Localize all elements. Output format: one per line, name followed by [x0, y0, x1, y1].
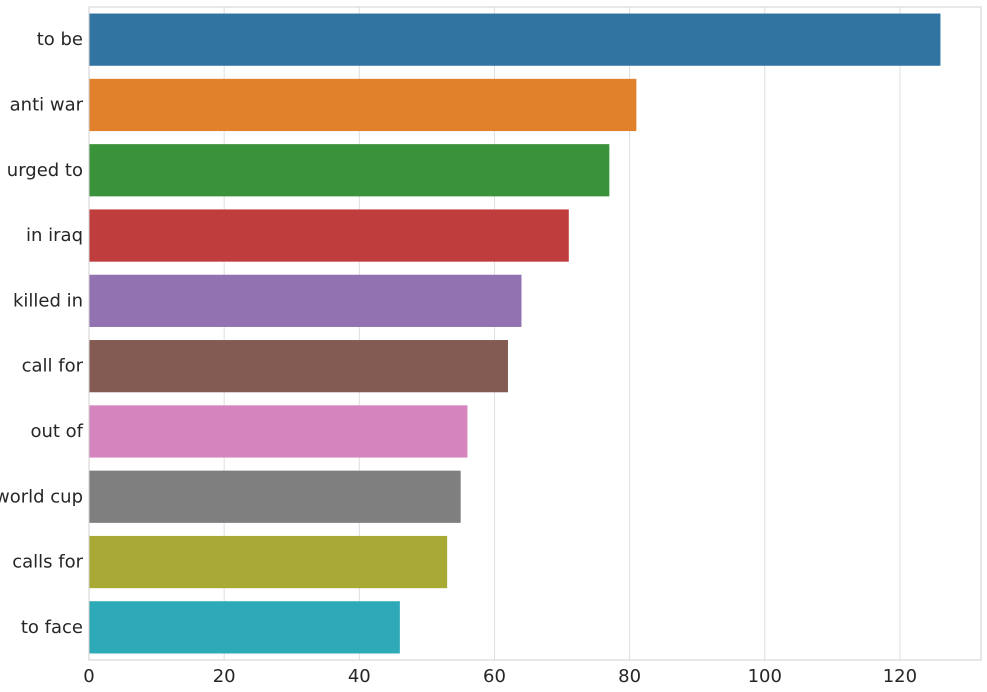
y-tick-label-anti-war: anti war: [10, 94, 84, 115]
x-tick-labels: 0 20 40 60 80 100 120: [83, 666, 917, 687]
x-tick-label-0: 0: [83, 666, 94, 687]
plot-frame: [88, 6, 982, 661]
y-tick-label-out-of: out of: [30, 421, 83, 442]
bar-urged-to: [89, 144, 610, 197]
bar-out-of: [89, 405, 468, 458]
x-tick-label-20: 20: [213, 666, 236, 687]
x-tick-label-60: 60: [483, 666, 506, 687]
y-tick-label-calls-for: calls for: [12, 552, 83, 573]
bar-to-face: [89, 601, 400, 654]
bar-call-for: [89, 340, 508, 393]
bar-killed-in: [89, 274, 522, 327]
x-tick-label-120: 120: [883, 666, 917, 687]
x-tick-label-80: 80: [618, 666, 641, 687]
bar-world-cup: [89, 470, 461, 523]
y-tick-label-to-face: to face: [21, 617, 83, 638]
x-tick-label-100: 100: [748, 666, 782, 687]
y-tick-label-killed-in: killed in: [13, 290, 83, 311]
y-tick-label-world-cup: world cup: [0, 486, 83, 507]
bar-in-iraq: [89, 209, 569, 262]
y-tick-labels: to be anti war urged to in iraq killed in cal…: [0, 29, 84, 638]
y-tick-label-urged-to: urged to: [7, 160, 83, 181]
y-tick-label-to-be: to be: [37, 29, 83, 50]
bar-anti-war: [89, 78, 637, 132]
y-tick-label-call-for: call for: [22, 356, 84, 377]
y-tick-label-in-iraq: in iraq: [26, 225, 83, 246]
x-tick-label-40: 40: [348, 666, 371, 687]
bars: [89, 13, 941, 654]
bar-to-be: [89, 13, 941, 66]
bar-calls-for: [89, 535, 448, 589]
